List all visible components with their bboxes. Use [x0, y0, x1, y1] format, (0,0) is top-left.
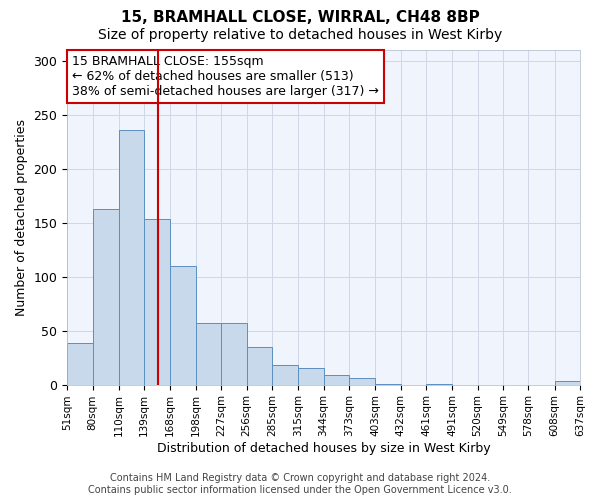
Bar [554, 382, 580, 384]
Bar [221, 323, 247, 384]
Bar [298, 368, 323, 384]
Bar [170, 266, 196, 384]
Bar [144, 220, 170, 384]
Y-axis label: Number of detached properties: Number of detached properties [15, 119, 28, 316]
Bar [272, 365, 298, 384]
Bar [349, 378, 375, 384]
Text: 15 BRAMHALL CLOSE: 155sqm
← 62% of detached houses are smaller (513)
38% of semi: 15 BRAMHALL CLOSE: 155sqm ← 62% of detac… [72, 55, 379, 98]
Bar [92, 208, 119, 384]
Bar [196, 323, 221, 384]
Text: Size of property relative to detached houses in West Kirby: Size of property relative to detached ho… [98, 28, 502, 42]
X-axis label: Distribution of detached houses by size in West Kirby: Distribution of detached houses by size … [157, 442, 490, 455]
Bar [247, 347, 272, 385]
Text: Contains HM Land Registry data © Crown copyright and database right 2024.
Contai: Contains HM Land Registry data © Crown c… [88, 474, 512, 495]
Bar [67, 342, 92, 384]
Bar [119, 130, 144, 384]
Bar [323, 375, 349, 384]
Text: 15, BRAMHALL CLOSE, WIRRAL, CH48 8BP: 15, BRAMHALL CLOSE, WIRRAL, CH48 8BP [121, 10, 479, 25]
